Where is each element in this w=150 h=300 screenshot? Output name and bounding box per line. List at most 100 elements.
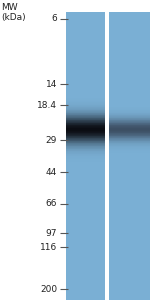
Bar xyxy=(66,119,105,120)
Bar xyxy=(66,116,105,117)
Bar xyxy=(109,113,150,114)
Text: 6: 6 xyxy=(51,14,57,23)
Bar xyxy=(109,119,150,120)
Bar xyxy=(66,127,105,128)
Bar xyxy=(66,126,105,127)
Bar xyxy=(66,100,105,101)
Bar xyxy=(109,107,150,109)
Text: 200: 200 xyxy=(40,285,57,294)
Bar xyxy=(66,105,105,106)
Bar xyxy=(66,138,105,140)
Bar xyxy=(66,112,105,113)
Bar xyxy=(109,118,150,119)
Text: 116: 116 xyxy=(40,243,57,252)
Bar xyxy=(109,128,150,129)
Bar xyxy=(66,111,105,112)
Bar xyxy=(66,101,105,102)
Bar xyxy=(109,120,150,121)
Bar xyxy=(66,130,105,131)
Bar xyxy=(109,123,150,124)
Bar xyxy=(66,144,105,145)
Bar xyxy=(66,154,105,155)
Bar xyxy=(66,156,105,158)
Bar xyxy=(66,132,105,133)
Bar xyxy=(66,102,105,104)
Bar xyxy=(109,12,150,300)
Bar xyxy=(109,131,150,132)
Text: 18.4: 18.4 xyxy=(37,101,57,110)
Bar xyxy=(66,105,105,106)
Bar xyxy=(109,107,150,108)
Bar xyxy=(66,141,105,142)
Bar xyxy=(66,109,105,110)
Bar xyxy=(66,137,105,138)
Bar xyxy=(109,141,150,142)
Text: 66: 66 xyxy=(45,199,57,208)
Bar xyxy=(66,138,105,139)
Bar xyxy=(66,120,105,122)
Bar xyxy=(109,114,150,115)
Bar xyxy=(109,136,150,137)
Bar xyxy=(66,118,105,119)
Bar xyxy=(66,125,105,126)
Bar xyxy=(66,160,105,161)
Bar xyxy=(109,127,150,128)
Bar xyxy=(66,104,105,105)
Bar xyxy=(66,156,105,157)
Bar xyxy=(66,150,105,151)
Bar xyxy=(109,147,150,148)
Bar xyxy=(109,126,150,127)
Bar xyxy=(66,134,105,135)
Bar xyxy=(109,137,150,138)
Bar xyxy=(109,141,150,142)
Bar xyxy=(109,125,150,126)
Bar xyxy=(109,110,150,111)
Bar xyxy=(109,135,150,136)
Bar xyxy=(66,117,105,118)
Bar xyxy=(66,114,105,115)
Bar xyxy=(109,148,150,149)
Bar xyxy=(109,116,150,117)
Bar xyxy=(109,150,150,151)
Bar xyxy=(66,153,105,154)
Bar xyxy=(66,124,105,125)
Bar xyxy=(66,158,105,159)
Text: 14: 14 xyxy=(46,80,57,88)
Bar xyxy=(66,123,105,124)
Bar xyxy=(109,142,150,143)
Bar xyxy=(66,130,105,131)
Bar xyxy=(109,143,150,145)
Bar xyxy=(66,143,105,145)
Bar xyxy=(66,112,105,113)
Bar xyxy=(109,115,150,116)
Bar xyxy=(66,133,105,134)
Bar xyxy=(109,133,150,134)
Bar xyxy=(66,142,105,143)
Bar xyxy=(66,99,105,100)
Bar xyxy=(66,159,105,160)
Bar xyxy=(109,130,150,131)
Bar xyxy=(109,130,150,131)
Bar xyxy=(66,129,105,130)
Bar xyxy=(109,110,150,111)
Bar xyxy=(66,143,105,144)
Bar xyxy=(109,145,150,146)
Bar xyxy=(109,151,150,152)
Bar xyxy=(109,112,150,113)
Text: 97: 97 xyxy=(45,229,57,238)
Bar xyxy=(109,149,150,150)
Bar xyxy=(66,113,105,114)
Bar xyxy=(109,122,150,123)
Bar xyxy=(66,106,105,107)
Bar xyxy=(109,140,150,141)
Bar xyxy=(109,152,150,153)
Bar xyxy=(66,136,105,137)
Bar xyxy=(66,120,105,121)
Bar xyxy=(66,146,105,147)
Bar xyxy=(66,122,105,123)
Bar xyxy=(109,143,150,144)
Bar xyxy=(66,161,105,162)
Bar xyxy=(109,132,150,133)
Bar xyxy=(109,138,150,139)
Bar xyxy=(66,12,105,300)
